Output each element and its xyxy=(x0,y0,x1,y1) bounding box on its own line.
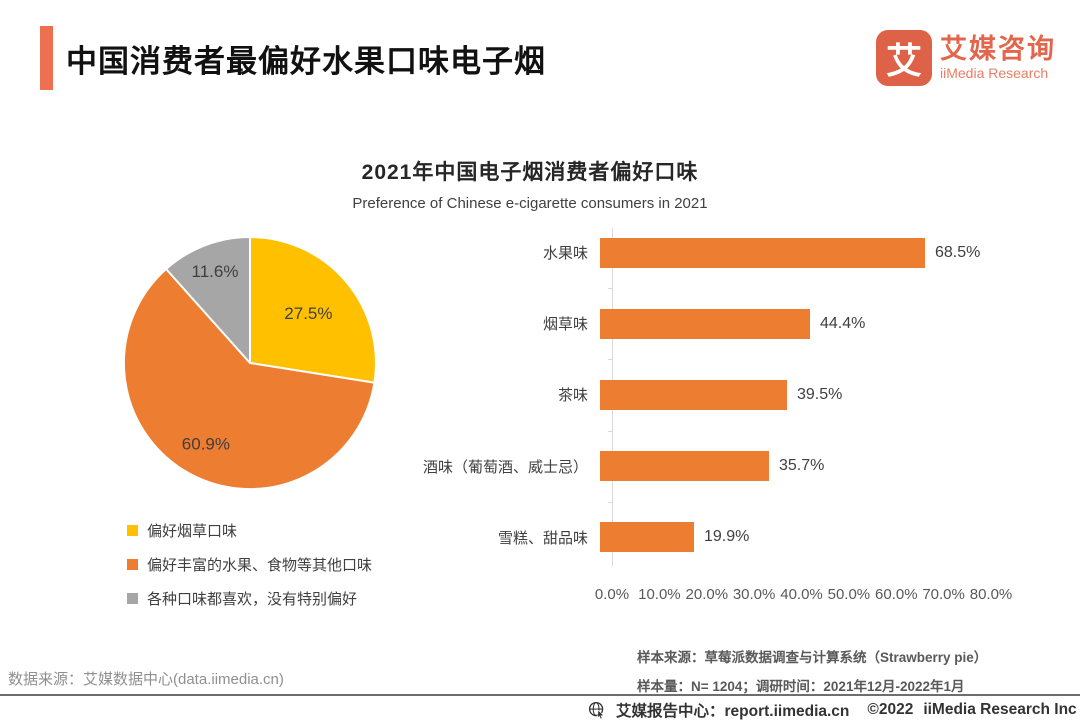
x-axis-tick-label: 50.0% xyxy=(827,586,871,603)
bar-chart-x-axis: 0.0% 10.0% 20.0% 30.0% 40.0% 50.0% 60.0% 70.0% 8… xyxy=(595,586,1012,606)
sample-size-note: 样本量：N= 1204；调研时间：2021年12月-2022年1月 xyxy=(637,679,965,694)
bar-value-label: 68.5% xyxy=(935,243,981,261)
x-axis-tick-label: 80.0% xyxy=(969,586,1013,603)
bar-value-label: 39.5% xyxy=(797,385,843,403)
footer-report-center: 艾媒报告中心：report.iimedia.cn xyxy=(616,703,850,720)
bar-value-label: 19.9% xyxy=(704,528,750,546)
pie-chart: 27.5% 60.9% 11.6% xyxy=(123,236,377,491)
x-axis-tick-label: 60.0% xyxy=(875,586,918,603)
pie-chart-wrap: 27.5% 60.9% 11.6% xyxy=(122,235,378,491)
legend-label: 各种口味都喜欢，没有特别偏好 xyxy=(147,591,358,608)
axis-tick xyxy=(608,501,612,503)
x-axis-tick-label: 10.0% xyxy=(638,586,681,603)
iimedia-logo: 艾 艾媒咨询 iiMedia Research xyxy=(876,30,1056,86)
footer-divider xyxy=(0,694,1080,696)
axis-tick xyxy=(608,288,612,290)
bar-row: 酒味（葡萄酒、威士忌） 35.7% xyxy=(420,431,1040,502)
bar-value-label: 44.4% xyxy=(820,314,866,332)
pie-slice xyxy=(249,236,377,384)
x-axis-tick-label: 40.0% xyxy=(780,586,823,603)
bar-fill xyxy=(600,237,925,268)
bar-category-label: 烟草味 xyxy=(542,316,588,334)
legend-label: 偏好烟草口味 xyxy=(147,523,238,540)
bar-fill xyxy=(600,522,694,553)
legend-swatch-icon xyxy=(127,525,138,536)
bar-row: 雪糕、甜品味 19.9% xyxy=(420,502,1040,573)
legend-swatch-icon xyxy=(127,593,138,604)
bar-row: 茶味 39.5% xyxy=(420,359,1040,430)
pie-slice xyxy=(165,236,251,364)
chart-subtitle: Preference of Chinese e-cigarette consum… xyxy=(352,195,708,212)
axis-tick xyxy=(608,359,612,361)
bar-chart: 水果味 68.5% 烟草味 44.4% 茶味 39.5% 酒味（葡萄酒、威士忌） 35.7% 雪… xyxy=(420,217,1040,573)
bar-category-label: 酒味（葡萄酒、威士忌） xyxy=(422,458,588,476)
logo-name-cn: 艾媒咨询 xyxy=(940,34,1056,65)
bar-fill xyxy=(600,379,787,410)
bar-value-label: 35.7% xyxy=(779,457,825,475)
bar-track: 35.7% xyxy=(600,451,979,482)
bar-category-label: 水果味 xyxy=(542,245,588,262)
bar-row: 烟草味 44.4% xyxy=(420,288,1040,359)
bar-row: 水果味 68.5% xyxy=(420,217,1040,288)
data-source-note: 数据来源：艾媒数据中心(data.iimedia.cn) xyxy=(8,671,284,688)
chart-title: 2021年中国电子烟消费者偏好口味 xyxy=(361,161,699,184)
legend-item: 各种口味都喜欢，没有特别偏好 xyxy=(127,588,372,609)
x-axis-tick-label: 0.0% xyxy=(594,586,630,603)
pie-slice-value-label: 60.9% xyxy=(182,435,230,454)
page-title: 中国消费者最偏好水果口味电子烟 xyxy=(66,43,546,79)
footer: 艾媒报告中心：report.iimedia.cn ©2022 iiMedia R… xyxy=(588,699,1077,720)
footer-company: iiMedia Research Inc xyxy=(923,701,1077,718)
bar-track: 19.9% xyxy=(600,522,979,553)
globe-cursor-icon xyxy=(588,701,605,719)
pie-slice-value-label: 27.5% xyxy=(284,304,332,323)
bar-fill xyxy=(600,308,810,339)
legend-item: 偏好丰富的水果、食物等其他口味 xyxy=(127,554,372,575)
bar-track: 68.5% xyxy=(600,237,981,268)
legend-label: 偏好丰富的水果、食物等其他口味 xyxy=(147,557,373,574)
bar-fill xyxy=(600,451,769,482)
iimedia-logo-icon: 艾 xyxy=(876,30,932,86)
bar-category-label: 茶味 xyxy=(557,387,588,405)
footer-copyright: ©2022 xyxy=(867,701,914,718)
logo-name-en: iiMedia Research xyxy=(940,64,1049,81)
legend-swatch-icon xyxy=(127,559,138,570)
bar-category-label: 雪糕、甜品味 xyxy=(497,529,588,547)
axis-tick xyxy=(608,430,612,432)
x-axis-tick-label: 30.0% xyxy=(732,586,776,603)
x-axis-tick-label: 20.0% xyxy=(685,586,729,603)
pie-legend: 偏好烟草口味偏好丰富的水果、食物等其他口味 各种口味都喜欢，没有特别偏好 xyxy=(127,520,372,622)
sample-notes: 样本来源：草莓派数据调查与计算系统（Strawberry pie） 样本量：N=… xyxy=(637,646,987,704)
title-accent-bar xyxy=(40,26,53,90)
bar-track: 44.4% xyxy=(600,308,979,339)
legend-item: 偏好烟草口味 xyxy=(127,520,372,541)
pie-slice-value-label: 11.6% xyxy=(192,262,239,281)
sample-source-note: 样本来源：草莓派数据调查与计算系统（Strawberry pie） xyxy=(637,650,988,665)
x-axis-tick-label: 70.0% xyxy=(922,586,965,603)
logo-glyph: 艾 xyxy=(885,40,922,81)
bar-track: 39.5% xyxy=(600,379,979,410)
pie-slice xyxy=(123,268,376,491)
